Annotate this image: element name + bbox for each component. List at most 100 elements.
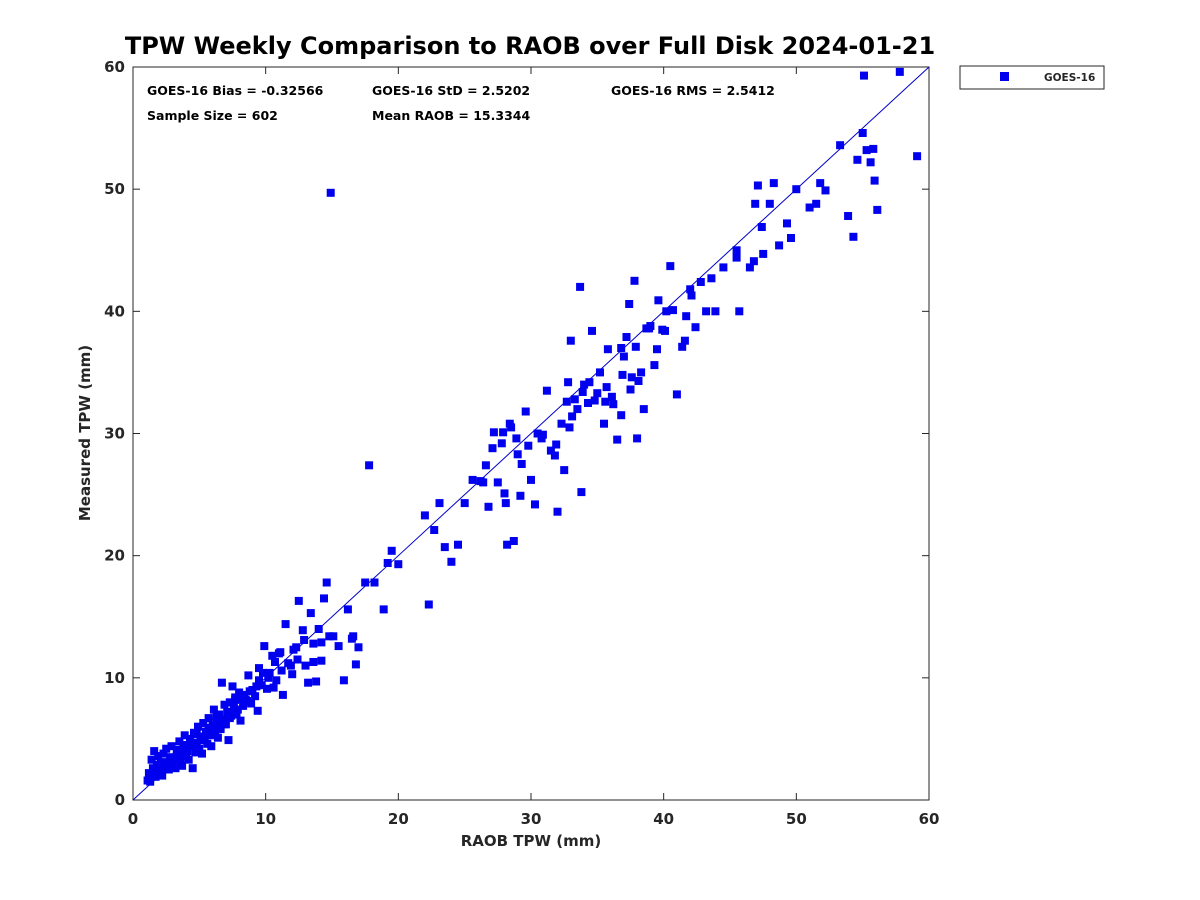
stat-mean-raob: Mean RAOB = 15.3344 (372, 108, 530, 123)
data-point (220, 720, 229, 729)
data-point (633, 434, 642, 443)
data-point (212, 717, 221, 726)
data-point (735, 307, 744, 316)
data-point (147, 755, 156, 764)
x-tick-label: 40 (653, 810, 674, 828)
data-point (630, 276, 639, 285)
data-point (596, 368, 604, 377)
data-point (521, 407, 530, 416)
stat-rms: GOES-16 RMS = 2.5412 (611, 83, 775, 98)
data-point (370, 578, 379, 587)
data-point (816, 179, 825, 188)
data-point (711, 307, 720, 316)
data-point (573, 405, 582, 414)
data-point (204, 723, 213, 732)
data-point (618, 370, 627, 379)
data-point (304, 678, 313, 687)
data-point (351, 660, 360, 669)
data-point (862, 146, 871, 155)
data-point (765, 199, 774, 208)
data-point (913, 152, 922, 161)
data-point (278, 690, 287, 699)
data-point (775, 241, 784, 250)
data-point (578, 388, 587, 396)
data-point (484, 502, 493, 511)
data-point (195, 744, 204, 753)
data-point (361, 578, 370, 587)
data-point (669, 306, 677, 315)
data-point (188, 764, 197, 773)
data-point (654, 296, 663, 305)
data-point (584, 399, 592, 407)
data-point (866, 158, 875, 167)
data-point (895, 67, 904, 76)
stat-std: GOES-16 StD = 2.5202 (372, 83, 530, 98)
data-point (300, 636, 309, 644)
data-point (531, 500, 539, 509)
data-point (251, 692, 260, 701)
data-point (869, 144, 878, 153)
data-point (609, 400, 618, 409)
y-tick-label: 10 (104, 669, 125, 687)
data-point (509, 537, 518, 545)
data-point (298, 626, 307, 635)
data-point (239, 701, 248, 710)
data-point (468, 475, 477, 484)
data-point (271, 658, 279, 666)
y-tick-label: 30 (104, 425, 125, 443)
data-point (550, 451, 559, 460)
data-point (617, 411, 626, 420)
data-point (505, 419, 514, 428)
data-point (334, 642, 343, 651)
data-point (719, 263, 728, 272)
data-point (394, 560, 403, 569)
statistics-box: GOES-16 Bias = -0.32566 GOES-16 StD = 2.… (147, 83, 775, 123)
data-point (454, 540, 462, 549)
data-point (294, 596, 303, 605)
data-point (661, 326, 669, 335)
data-point (301, 661, 310, 670)
x-tick-label: 10 (255, 810, 276, 828)
data-point (702, 307, 711, 316)
data-point (860, 71, 868, 80)
data-point (682, 312, 691, 321)
data-point (164, 765, 173, 774)
data-point (207, 742, 216, 751)
data-point (317, 656, 326, 665)
data-point (209, 705, 218, 714)
data-point (219, 715, 228, 724)
y-tick-label: 50 (104, 180, 125, 198)
data-point (286, 661, 295, 670)
data-point (585, 378, 594, 387)
y-tick-label: 40 (104, 302, 125, 320)
data-point (245, 687, 254, 696)
data-point (196, 736, 205, 745)
data-point (634, 377, 643, 385)
data-point (619, 352, 628, 361)
data-point (603, 345, 612, 354)
data-point (204, 714, 213, 723)
data-point (753, 181, 762, 190)
data-point (751, 199, 760, 208)
data-point (154, 752, 163, 760)
data-point (783, 219, 791, 228)
data-point (546, 446, 555, 455)
x-tick-label: 50 (786, 810, 807, 828)
data-point (281, 620, 290, 629)
data-point (272, 676, 281, 685)
data-point (184, 755, 193, 764)
data-point (645, 324, 654, 333)
data-point (216, 725, 225, 734)
data-point (243, 697, 252, 705)
data-point (225, 714, 234, 723)
data-point (265, 668, 274, 677)
legend-box (959, 65, 1105, 90)
y-tick-label: 20 (104, 547, 125, 565)
data-point (565, 423, 574, 432)
data-point (590, 396, 599, 405)
data-point (194, 722, 202, 731)
data-point (277, 666, 286, 675)
chart-title: TPW Weekly Comparison to RAOB over Full … (125, 32, 935, 60)
data-point (622, 333, 631, 341)
